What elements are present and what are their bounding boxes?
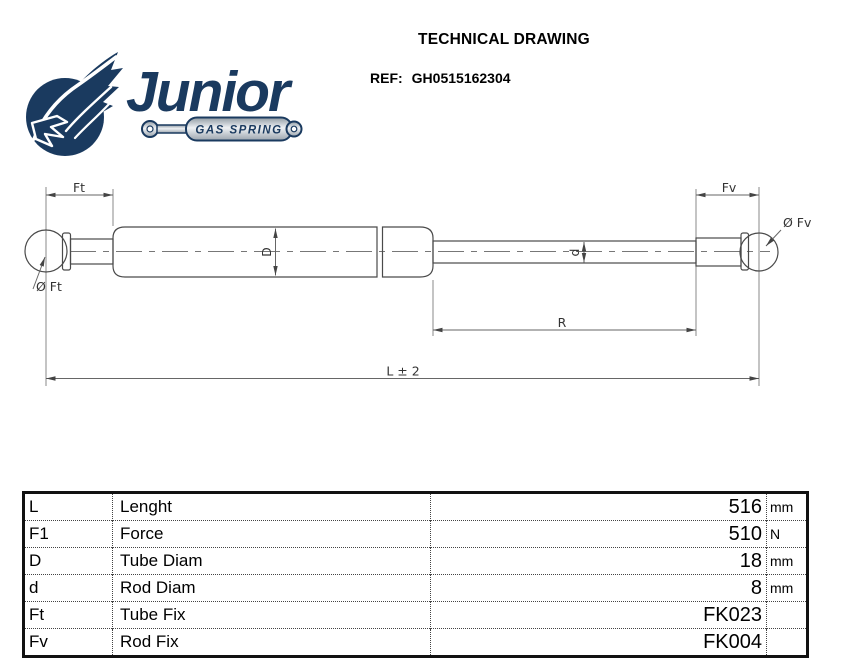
dimension-lines <box>32 192 782 381</box>
table-row: d Rod Diam 8 mm <box>23 574 808 602</box>
cell-description: Lenght <box>112 492 431 521</box>
cell-description: Rod Fix <box>112 628 431 657</box>
gas-spring-badge: GAS SPRING <box>141 116 303 142</box>
dim-label-tube-diam: D <box>259 247 274 257</box>
cell-symbol: d <box>23 574 113 602</box>
cell-value: FK023 <box>430 601 767 629</box>
dim-label-fv: Fv <box>722 183 737 195</box>
wing-feathers <box>62 52 123 136</box>
page-title: TECHNICAL DRAWING <box>418 31 590 48</box>
right-eyelet <box>695 232 779 272</box>
cell-unit: N <box>766 520 808 548</box>
cell-value: 18 <box>430 547 767 575</box>
cell-value: 510 <box>430 520 767 548</box>
cell-symbol: Fv <box>23 628 113 657</box>
cell-value: 516 <box>430 492 767 521</box>
dim-label-length: L ± 2 <box>386 364 419 379</box>
cell-description: Tube Fix <box>112 601 431 629</box>
cell-value: 8 <box>430 574 767 602</box>
cell-symbol: L <box>29 497 39 516</box>
table-row: Ft Tube Fix FK023 <box>23 601 808 629</box>
eagle-head <box>30 114 69 148</box>
badge-tagline: GAS SPRING <box>195 125 282 137</box>
cell-unit: mm <box>766 492 808 521</box>
dim-label-dia-fv: Ø Fv <box>783 215 812 230</box>
cell-unit <box>766 628 808 657</box>
left-eyelet <box>24 229 114 273</box>
dim-label-dia-ft: Ø Ft <box>36 279 62 294</box>
reference-line: REF: GH0515162304 <box>370 70 511 86</box>
cell-value: FK004 <box>430 628 767 657</box>
cell-unit: mm <box>766 547 808 575</box>
cell-symbol: D <box>23 547 113 575</box>
cell-unit <box>766 601 808 629</box>
cell-symbol: F1 <box>23 520 113 548</box>
spec-table: L Lenght 516 mm F1 Force 510 N D Tube Di… <box>22 491 809 658</box>
dim-label-ft: Ft <box>73 183 85 195</box>
cell-unit: mm <box>766 574 808 602</box>
cell-description: Rod Diam <box>112 574 431 602</box>
table-row: L Lenght 516 mm <box>24 492 808 521</box>
ref-label: REF: <box>370 70 403 86</box>
gas-spring-drawing: Ft Fv R L ± 2 Ø Ft Ø Fv D d <box>24 183 812 386</box>
extension-lines <box>45 187 760 386</box>
table-row: D Tube Diam 18 mm <box>23 547 808 575</box>
cell-description: Tube Diam <box>112 547 431 575</box>
ref-value: GH0515162304 <box>411 70 511 86</box>
tube-outline <box>112 226 434 278</box>
dim-label-r: R <box>558 315 567 330</box>
badge-rod <box>156 124 189 134</box>
brand-wordmark: Junior <box>126 60 290 124</box>
cell-symbol: Ft <box>23 601 113 629</box>
table-row: F1 Force 510 N <box>23 520 808 548</box>
junior-logo-icon <box>26 52 123 156</box>
dim-label-rod-diam: d <box>567 249 582 257</box>
table-row: Fv Rod Fix FK004 <box>23 628 808 657</box>
cell-description: Force <box>112 520 431 548</box>
